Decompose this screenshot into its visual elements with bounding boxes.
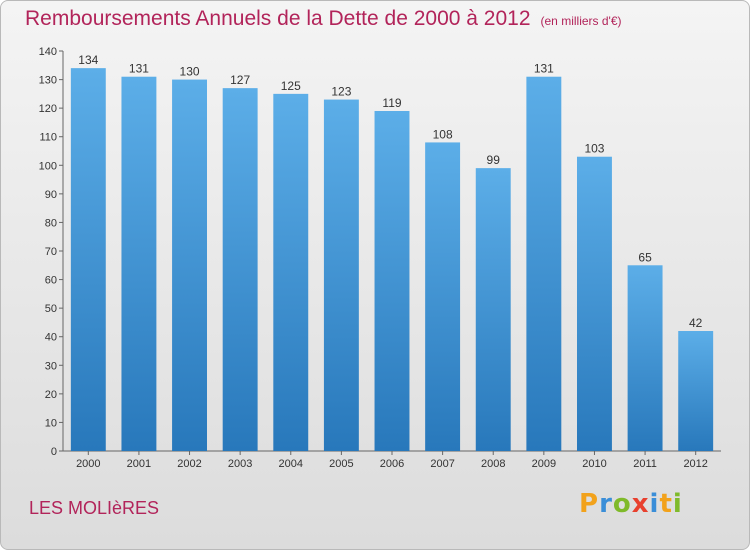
data-label: 125 [281, 79, 301, 93]
y-tick-label: 140 [39, 46, 57, 58]
data-label: 119 [382, 96, 401, 110]
data-label: 130 [180, 65, 200, 79]
title-unit: (en milliers d'€) [540, 14, 622, 28]
bar [222, 88, 258, 452]
y-tick-label: 130 [39, 75, 57, 87]
y-tick-label: 20 [45, 389, 57, 401]
x-tick-label: 2009 [532, 458, 556, 470]
proxiti-logo: Proxiti [579, 489, 683, 519]
bar [70, 68, 106, 452]
y-tick-label: 40 [45, 332, 57, 344]
data-label: 134 [78, 53, 98, 67]
logo-letter: o [612, 489, 632, 519]
x-tick-label: 2007 [430, 458, 454, 470]
y-tick-label: 0 [51, 446, 57, 458]
x-tick-label: 2003 [228, 458, 252, 470]
y-tick-label: 120 [39, 103, 57, 115]
data-label: 131 [129, 62, 149, 76]
bar [273, 93, 309, 451]
y-tick-label: 60 [45, 275, 57, 287]
y-tick-label: 30 [45, 360, 57, 372]
bar [475, 168, 511, 451]
data-label: 127 [230, 73, 250, 87]
bar [576, 156, 612, 451]
bars [70, 68, 714, 452]
title-text: Remboursements Annuels de la Dette de 20… [25, 7, 531, 30]
x-tick-label: 2005 [329, 458, 353, 470]
data-labels: 134 131 130 127 125 123 119 108 99 131 103 65 42 [78, 53, 702, 330]
data-label: 99 [487, 153, 501, 167]
chart-title: Remboursements Annuels de la Dette de 20… [25, 7, 622, 31]
x-tick-label: 2001 [127, 458, 151, 470]
data-label: 103 [584, 142, 604, 156]
x-tick-label: 2008 [481, 458, 505, 470]
x-tick-label: 2012 [683, 458, 707, 470]
y-tick-label: 70 [45, 246, 57, 258]
town-name: LES MOLIèRES [29, 498, 160, 518]
x-tick-label: 2010 [582, 458, 606, 470]
bar [121, 76, 157, 451]
bar [678, 331, 714, 451]
data-label: 131 [534, 62, 554, 76]
logo-letter: i [649, 489, 660, 519]
bar [526, 76, 562, 451]
y-tick-label: 110 [39, 132, 57, 144]
x-tick-label: 2002 [177, 458, 201, 470]
bar [627, 265, 663, 451]
bar [323, 99, 359, 452]
logo-letter: P [579, 489, 600, 519]
bar [425, 142, 461, 451]
logo-letter: r [599, 489, 613, 519]
data-label: 42 [689, 316, 703, 330]
logo-letter: t [659, 489, 673, 519]
x-tick-label: 2006 [380, 458, 404, 470]
logo-letter: x [631, 489, 650, 519]
y-tick-label: 100 [39, 160, 57, 172]
logo-letter: i [672, 489, 683, 519]
data-label: 108 [433, 127, 453, 141]
x-tick-label: 2011 [633, 458, 657, 470]
x-tick-label: 2004 [279, 458, 303, 470]
bar [172, 79, 208, 452]
bar [374, 111, 410, 451]
y-tick-label: 90 [45, 189, 57, 201]
data-label: 123 [331, 85, 351, 99]
y-tick-label: 50 [45, 303, 57, 315]
y-tick-label: 10 [45, 417, 57, 429]
y-tick-label: 80 [45, 217, 57, 229]
data-label: 65 [638, 250, 652, 264]
x-tick-label: 2000 [76, 458, 100, 470]
